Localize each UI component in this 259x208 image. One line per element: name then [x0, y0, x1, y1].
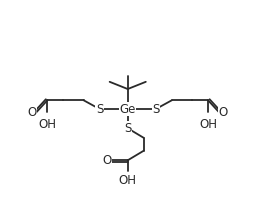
Text: OH: OH [38, 118, 56, 131]
Text: S: S [152, 103, 160, 116]
Text: OH: OH [119, 174, 137, 187]
Text: O: O [219, 106, 228, 119]
Text: S: S [124, 122, 131, 135]
Text: Ge: Ge [120, 103, 136, 116]
Text: O: O [27, 106, 37, 119]
Text: O: O [103, 154, 112, 167]
Text: OH: OH [199, 118, 217, 131]
Text: S: S [96, 103, 103, 116]
